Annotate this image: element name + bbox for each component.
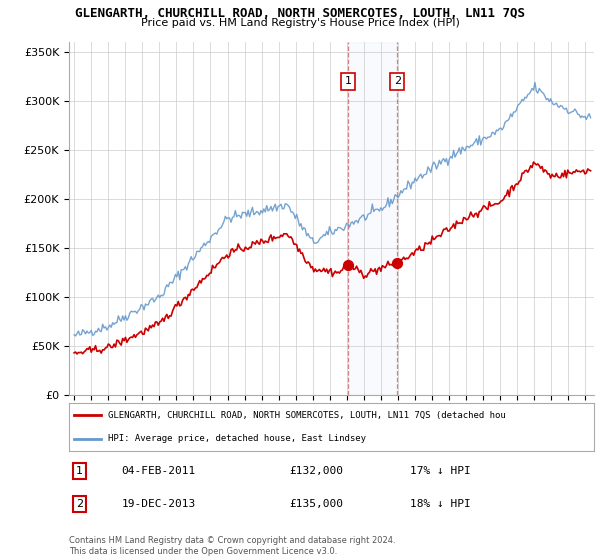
Text: 2: 2 — [76, 499, 83, 509]
Text: 1: 1 — [76, 466, 83, 476]
Point — [392, 258, 402, 267]
Text: 2: 2 — [394, 76, 401, 86]
Text: £135,000: £135,000 — [290, 499, 343, 509]
Text: £132,000: £132,000 — [290, 466, 343, 476]
Text: GLENGARTH, CHURCHILL ROAD, NORTH SOMERCOTES, LOUTH, LN11 7QS (detached hou: GLENGARTH, CHURCHILL ROAD, NORTH SOMERCO… — [109, 410, 506, 419]
Text: 1: 1 — [345, 76, 352, 86]
Bar — [348, 42, 397, 395]
Text: 04-FEB-2011: 04-FEB-2011 — [121, 466, 196, 476]
Text: GLENGARTH, CHURCHILL ROAD, NORTH SOMERCOTES, LOUTH, LN11 7QS: GLENGARTH, CHURCHILL ROAD, NORTH SOMERCO… — [75, 7, 525, 20]
Text: Contains HM Land Registry data © Crown copyright and database right 2024.
This d: Contains HM Land Registry data © Crown c… — [69, 536, 395, 556]
Text: 17% ↓ HPI: 17% ↓ HPI — [410, 466, 471, 476]
Text: Price paid vs. HM Land Registry's House Price Index (HPI): Price paid vs. HM Land Registry's House … — [140, 18, 460, 28]
Point — [343, 261, 353, 270]
Text: HPI: Average price, detached house, East Lindsey: HPI: Average price, detached house, East… — [109, 435, 367, 444]
Text: 18% ↓ HPI: 18% ↓ HPI — [410, 499, 471, 509]
Text: 19-DEC-2013: 19-DEC-2013 — [121, 499, 196, 509]
